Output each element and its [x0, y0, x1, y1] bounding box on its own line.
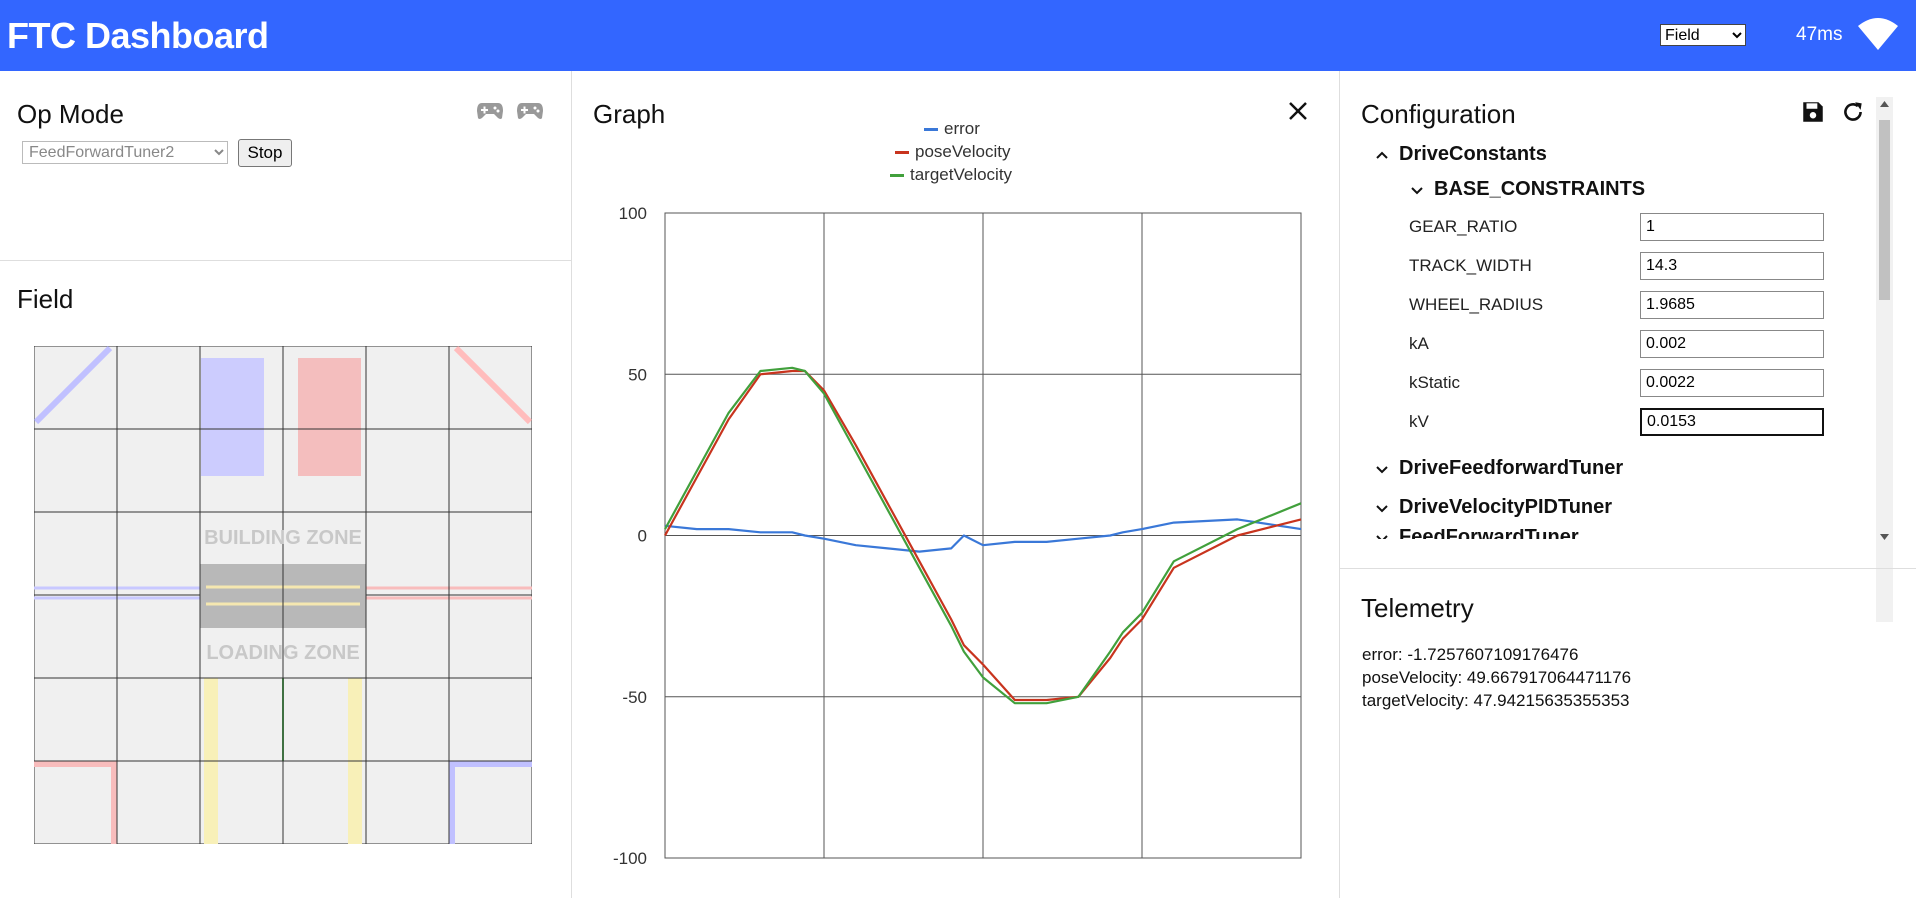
gamepad-2-icon: [517, 103, 543, 119]
series-line-error: [664, 518, 1302, 553]
tree-node-label: BASE_CONSTRAINTS: [1434, 178, 1646, 200]
chevron-down-icon: [1376, 534, 1388, 539]
field-view: BUILDING ZONE LOADING ZONE: [34, 346, 532, 844]
config-label-kstatic: kStatic: [1409, 373, 1461, 392]
telemetry-line: targetVelocity: 47.94215635355353: [1362, 691, 1630, 710]
panel-divider: [0, 260, 572, 261]
legend-item-poseVelocity[interactable]: poseVelocity: [895, 142, 1010, 162]
tree-node-driveconstants[interactable]: DriveConstants: [1375, 143, 1547, 166]
legend-swatch: [924, 127, 938, 131]
config-label-wheel-radius: WHEEL_RADIUS: [1409, 295, 1544, 314]
right-column: Configuration DriveConstants BASE_CONSTR…: [1340, 71, 1916, 898]
config-scrollbar[interactable]: [1876, 97, 1893, 622]
latency-readout: 47ms: [1796, 24, 1843, 45]
building-zone-label: BUILDING ZONE: [204, 527, 362, 549]
loading-zone-label: LOADING ZONE: [206, 642, 359, 664]
tree-node-label: DriveVelocityPIDTuner: [1399, 496, 1613, 518]
layout-select[interactable]: Field: [1660, 24, 1746, 46]
config-input-track-width[interactable]: [1640, 252, 1824, 280]
tree-node-label: FeedForwardTuner: [1399, 529, 1579, 539]
close-icon[interactable]: [1286, 99, 1310, 123]
field-title: Field: [17, 284, 74, 314]
legend-label: poseVelocity: [915, 142, 1011, 161]
chevron-up-icon: [1376, 151, 1388, 159]
telemetry-title: Telemetry: [1361, 593, 1474, 623]
config-input-wheel-radius[interactable]: [1640, 291, 1824, 319]
stop-button[interactable]: Stop: [238, 139, 292, 167]
chevron-down-icon: [1376, 465, 1388, 473]
config-label-ka: kA: [1409, 334, 1429, 353]
series-line-targetVelocity: [664, 366, 1302, 705]
top-bar: FTC Dashboard Field 47ms: [0, 0, 1916, 71]
tree-node-drivevelocitypidtuner[interactable]: DriveVelocityPIDTuner: [1375, 496, 1612, 519]
config-label-track-width: TRACK_WIDTH: [1409, 256, 1532, 275]
y-tick-label: 50: [628, 365, 647, 384]
config-scroll-clip: FeedForwardTuner: [1340, 529, 1876, 539]
scroll-thumb[interactable]: [1879, 120, 1890, 300]
config-input-kstatic[interactable]: [1640, 369, 1824, 397]
wifi-icon: [1858, 18, 1898, 50]
telemetry-line: error: -1.7257607109176476: [1362, 645, 1579, 664]
telemetry-line: poseVelocity: 49.667917064471176: [1362, 668, 1632, 687]
chevron-down-icon: [1376, 504, 1388, 512]
series-line-poseVelocity: [664, 369, 1302, 702]
config-title: Configuration: [1361, 99, 1516, 129]
opmode-title: Op Mode: [17, 99, 124, 129]
opmode-select[interactable]: FeedForwardTuner2: [22, 141, 228, 164]
y-tick-label: -100: [613, 849, 647, 868]
scroll-down-icon[interactable]: [1879, 532, 1890, 542]
legend-label: targetVelocity: [910, 165, 1013, 184]
y-tick-label: 0: [638, 527, 647, 546]
y-tick-label: 100: [619, 204, 647, 223]
refresh-icon[interactable]: [1840, 99, 1866, 125]
legend-item-error[interactable]: error: [924, 119, 980, 139]
gamepad-1-icon: [477, 103, 503, 119]
legend-label: error: [944, 119, 980, 138]
config-label-kv: kV: [1409, 412, 1429, 431]
legend-swatch: [895, 150, 909, 154]
velocity-chart: 100 50 0 -50 -100: [613, 204, 1302, 868]
tree-node-drivefeedforwardtuner[interactable]: DriveFeedforwardTuner: [1375, 457, 1623, 480]
config-input-gear-ratio[interactable]: [1640, 213, 1824, 241]
legend-item-targetVelocity[interactable]: targetVelocity: [890, 165, 1012, 185]
tree-node-label: DriveConstants: [1399, 143, 1547, 165]
tree-node-base-constraints[interactable]: BASE_CONSTRAINTS: [1410, 178, 1645, 201]
tree-node-label: DriveFeedforwardTuner: [1399, 457, 1624, 479]
chevron-down-icon: [1411, 186, 1423, 194]
graph-column: Graph error poseVelocity targetVelocity 10…: [572, 71, 1340, 898]
y-tick-label: -50: [622, 688, 647, 707]
tree-node-feedforwardtuner[interactable]: FeedForwardTuner: [1375, 529, 1579, 539]
config-label-gear-ratio: GEAR_RATIO: [1409, 217, 1518, 236]
left-column: Op Mode FeedForwardTuner2 Stop Field: [0, 71, 572, 898]
scroll-up-icon[interactable]: [1879, 99, 1890, 109]
save-icon[interactable]: [1800, 99, 1826, 125]
legend-swatch: [890, 173, 904, 177]
config-input-ka[interactable]: [1640, 330, 1824, 358]
panel-divider: [1340, 568, 1916, 569]
app-title: FTC Dashboard: [7, 15, 269, 56]
config-input-kv[interactable]: [1640, 408, 1824, 436]
graph-title: Graph: [593, 99, 666, 129]
